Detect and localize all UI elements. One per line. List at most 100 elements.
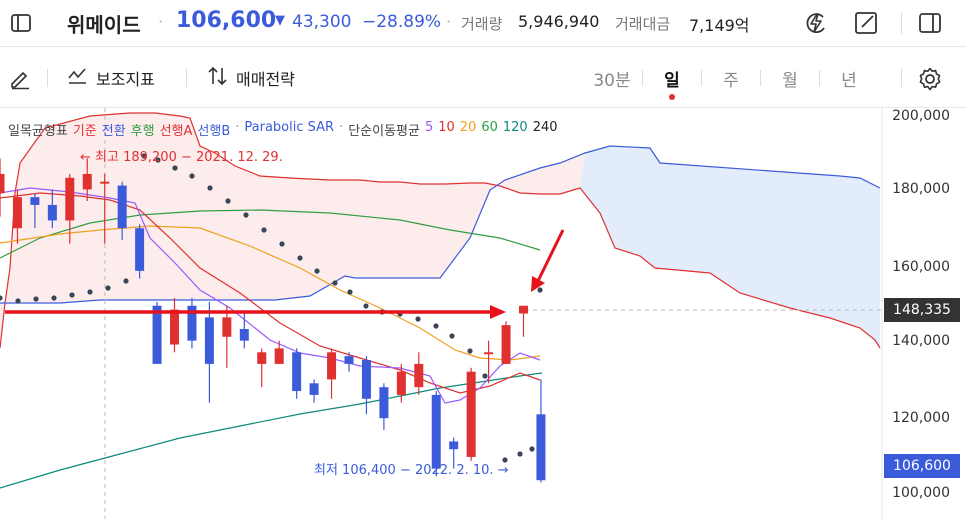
volume-value: 5,946,940 [518, 12, 600, 31]
sar-dot [243, 212, 249, 218]
sar-dot [189, 173, 195, 179]
sar-dot [449, 333, 455, 339]
divider [642, 70, 643, 86]
y-tick-label: 120,000 [892, 410, 950, 426]
legend-ma-20: 20 [459, 120, 477, 135]
candle [239, 313, 249, 349]
trading-amount-value: 7,149억 [689, 16, 750, 35]
legend-separator: · [235, 120, 240, 135]
candle [484, 340, 494, 384]
candle [47, 189, 57, 229]
ichimoku-cloud-bullish [580, 146, 880, 348]
separator-dot: · [158, 12, 164, 31]
candle [222, 305, 232, 368]
divider [760, 70, 761, 86]
down-arrow-icon: ▼ [275, 13, 285, 28]
candle [344, 352, 354, 372]
legend-ma-5: 5 [424, 120, 434, 135]
strategy-button[interactable]: 매매전략 [206, 63, 295, 93]
tab-30min[interactable]: 30분 [593, 70, 631, 91]
sar-dot [529, 446, 535, 452]
divider [819, 70, 820, 86]
candle [257, 348, 267, 388]
sar-dot [297, 255, 303, 261]
current-price: 106,600 [176, 8, 277, 33]
y-tick-label: 100,000 [892, 485, 950, 501]
tab-month[interactable]: 월 [782, 70, 798, 91]
candle [187, 297, 197, 349]
indicator-icon [66, 65, 90, 91]
sar-dot [482, 373, 488, 379]
candle [361, 356, 371, 415]
sar-dot [0, 295, 3, 301]
tab-week[interactable]: 주 [723, 70, 739, 91]
active-indicator-dot [669, 93, 675, 100]
candle [204, 301, 214, 403]
sar-dot [33, 296, 39, 302]
sar-dot [332, 280, 338, 286]
lightning-icon[interactable] [801, 8, 831, 38]
y-tick-label: 160,000 [892, 259, 950, 275]
candle [501, 321, 511, 364]
candle [100, 173, 110, 244]
candle [309, 379, 319, 403]
sar-dot [517, 451, 523, 457]
candle [274, 340, 284, 364]
sar-dot [123, 278, 129, 284]
gear-icon[interactable] [915, 64, 945, 94]
candle [30, 193, 40, 229]
candle [65, 173, 75, 244]
tab-year[interactable]: 년 [841, 70, 857, 91]
pen-icon[interactable] [6, 65, 34, 91]
annotation-arrowhead [490, 305, 506, 319]
sidebar-left-icon[interactable] [8, 10, 34, 36]
span-b-line [0, 112, 881, 349]
sar-dot [225, 198, 231, 204]
legend-separator: · [339, 120, 344, 135]
candle [414, 352, 424, 395]
chart-toolbar: 보조지표 매매전략 30분 일 주 월 년 [0, 47, 966, 108]
candle [466, 367, 476, 461]
sar-dot [433, 323, 439, 329]
indicator-legend: 일목균형표 기준 전환 후행 선행A 선행B · Parabolic SAR ·… [8, 120, 558, 139]
annotation-arrowhead [531, 276, 545, 292]
y-tick-label: 180,000 [892, 181, 950, 197]
sort-arrows-icon [206, 65, 230, 91]
sar-dot [347, 289, 353, 295]
annotation-arrow-diagonal [536, 229, 565, 282]
divider [901, 12, 902, 34]
candle [519, 305, 528, 337]
legend-span-a: 선행A [159, 124, 193, 139]
y-tick-label: 140,000 [892, 333, 950, 349]
change-amount: 43,300 [292, 12, 352, 32]
divider [47, 69, 48, 87]
volume-label: 거래량 [461, 15, 503, 33]
sar-dot [172, 165, 178, 171]
candle [396, 363, 406, 403]
candles-layer [0, 158, 546, 483]
parabolic-sar-layer [0, 153, 543, 463]
candle [536, 379, 546, 483]
indicator-label: 보조지표 [96, 70, 155, 89]
price-chart[interactable]: 일목균형표 기준 전환 후행 선행A 선행B · Parabolic SAR ·… [0, 108, 966, 519]
indicator-button[interactable]: 보조지표 [66, 63, 155, 93]
candle [431, 391, 441, 477]
legend-psar: Parabolic SAR [244, 120, 335, 135]
sar-dot [314, 268, 320, 274]
candle [0, 158, 5, 217]
legend-ichimoku: 일목균형표 [8, 124, 68, 139]
chart-canvas[interactable] [0, 108, 966, 519]
panel-right-icon[interactable] [915, 8, 945, 38]
legend-kijun: 기준 [72, 124, 97, 139]
sar-dot [105, 285, 111, 291]
period-tabs: 30분 일 주 월 년 [582, 61, 878, 100]
trading-amount-label: 거래대금 [615, 15, 671, 33]
tab-day[interactable]: 일 [643, 66, 701, 100]
sar-dot [155, 157, 161, 163]
stock-name: 위메이드 [67, 13, 141, 37]
sar-dot [141, 153, 147, 159]
divider [701, 70, 702, 86]
edit-square-icon[interactable] [851, 8, 881, 38]
strategy-label: 매매전략 [236, 70, 295, 89]
y-tick-label: 200,000 [892, 108, 950, 124]
